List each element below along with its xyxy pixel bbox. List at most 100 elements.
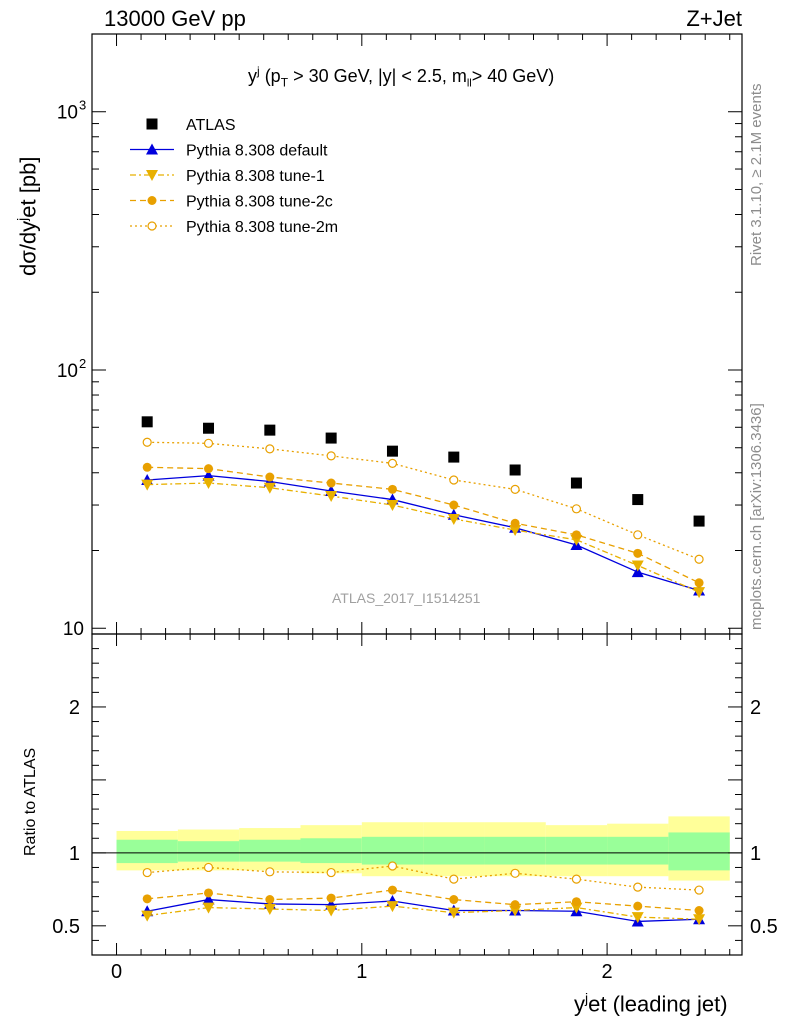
legend-marker-pythia-8-308-tune-2c — [147, 196, 157, 205]
ratio-band-inner — [545, 836, 608, 865]
ratio-point-pythia-8-308-tune-2c — [694, 905, 704, 915]
data-point-atlas — [570, 477, 582, 489]
y-tick-label: 10 — [57, 103, 78, 124]
ratio-tick-label: 1 — [69, 843, 80, 865]
ratio-point-pythia-8-308-tune-2c — [510, 900, 520, 910]
ratio-point-pythia-8-308-tune-1 — [447, 907, 460, 919]
ratio-axis-label: Ratio to ATLAS — [22, 747, 39, 856]
ratio-point-pythia-8-308-tune-2c — [265, 895, 275, 905]
data-point-pythia-8-308-tune-1 — [631, 560, 644, 572]
ratio-band-inner — [607, 836, 669, 865]
ratio-tick-label: 2 — [69, 697, 80, 719]
ratio-band-inner — [300, 838, 362, 864]
ratio-point-pythia-8-308-tune-1 — [631, 912, 644, 924]
data-point-pythia-8-308-tune-2m — [142, 437, 152, 447]
ratio-point-pythia-8-308-tune-2m — [387, 861, 398, 871]
ratio-point-pythia-8-308-tune-2c — [571, 897, 581, 907]
ratio-point-pythia-8-308-tune-2m — [326, 867, 336, 878]
ratio-point-pythia-8-308-tune-1 — [141, 910, 154, 922]
data-point-pythia-8-308-tune-2m — [633, 530, 643, 540]
ratio-point-pythia-8-308-tune-2m — [449, 874, 459, 884]
data-point-pythia-8-308-tune-2c — [265, 472, 275, 482]
ratio-point-pythia-8-308-tune-2m — [510, 868, 520, 878]
data-point-pythia-8-308-tune-2m — [510, 484, 520, 494]
legend-label-pythia-8-308-tune-2c: Pythia 8.308 tune-2c — [186, 194, 333, 211]
ratio-point-pythia-8-308-tune-1 — [570, 902, 583, 914]
legend-label-pythia-8-308-tune-2m: Pythia 8.308 tune-2m — [186, 219, 338, 236]
data-point-pythia-8-308-tune-2m — [571, 504, 582, 514]
series-line-pythia-8-308-default — [147, 474, 700, 592]
data-point-atlas — [325, 432, 337, 444]
legend-label-pythia-8-308-tune-1: Pythia 8.308 tune-1 — [186, 168, 325, 185]
ratio-point-pythia-8-308-tune-1 — [325, 905, 338, 917]
data-point-pythia-8-308-tune-1 — [386, 500, 399, 512]
ratio-point-pythia-8-308-tune-2c — [387, 885, 397, 895]
header-right: Z+Jet — [686, 6, 742, 31]
data-point-pythia-8-308-tune-2m — [694, 554, 704, 564]
data-point-pythia-8-308-tune-2c — [694, 578, 704, 588]
series-line-pythia-8-308-tune-1 — [147, 482, 700, 593]
data-point-pythia-8-308-tune-2m — [387, 458, 398, 468]
ratio-tick-label: 0.5 — [52, 916, 80, 938]
data-point-pythia-8-308-tune-1 — [141, 479, 154, 491]
legend-marker-pythia-8-308-tune-2m — [147, 221, 157, 231]
data-point-pythia-8-308-tune-2c — [387, 484, 397, 494]
series-line-pythia-8-308-tune-2c — [147, 466, 700, 584]
data-point-pythia-8-308-tune-2m — [265, 444, 275, 454]
y-tick-exponent: 3 — [79, 98, 86, 113]
y-axis-label: dσ/dyjet [pb] — [14, 156, 41, 276]
ratio-tick-label-right: 0.5 — [750, 916, 778, 938]
header-left: 13000 GeV pp — [104, 6, 246, 31]
ratio-band-inner — [239, 839, 301, 862]
ratio-panel-frame — [91, 633, 743, 956]
data-point-pythia-8-308-tune-2c — [449, 500, 459, 510]
data-point-pythia-8-308-tune-1 — [325, 491, 338, 503]
mcplots-text: mcplots.cern.ch [arXiv:1306.3436] — [748, 403, 765, 630]
data-point-atlas — [264, 424, 276, 436]
ratio-point-pythia-8-308-tune-1 — [386, 901, 399, 913]
ratio-point-pythia-8-308-tune-2c — [449, 895, 459, 905]
ratio-point-pythia-8-308-tune-2c — [326, 893, 336, 903]
ratio-point-pythia-8-308-default — [202, 893, 215, 905]
ratio-tick-label-right: 1 — [750, 843, 761, 865]
ratio-tick-label-right: 2 — [750, 697, 761, 719]
ratio-band-inner — [484, 836, 546, 865]
ratio-band-inner — [116, 839, 178, 864]
x-tick-label: 2 — [602, 961, 613, 983]
legend-marker-pythia-8-308-tune-1 — [146, 170, 158, 181]
y-tick-label: 10 — [57, 361, 78, 382]
data-point-atlas — [693, 515, 705, 527]
data-point-pythia-8-308-tune-1 — [263, 482, 276, 494]
data-point-atlas — [448, 451, 460, 463]
legend-marker-pythia-8-308-default — [146, 143, 158, 155]
ratio-line-pythia-8-308-tune-1 — [147, 905, 700, 920]
data-point-pythia-8-308-tune-1 — [447, 513, 460, 525]
x-tick-label: 0 — [111, 961, 122, 983]
data-point-pythia-8-308-default — [631, 566, 644, 578]
legend-marker-atlas — [146, 118, 158, 130]
data-point-pythia-8-308-tune-2c — [204, 464, 214, 474]
ratio-point-pythia-8-308-tune-2c — [204, 888, 214, 898]
series-line-pythia-8-308-tune-2m — [147, 441, 700, 560]
data-point-pythia-8-308-tune-2c — [633, 548, 643, 558]
ratio-line-pythia-8-308-tune-2c — [147, 889, 700, 912]
ratio-band-inner — [423, 836, 485, 865]
data-point-pythia-8-308-tune-2m — [449, 475, 459, 485]
ratio-line-pythia-8-308-default — [147, 898, 700, 923]
data-point-atlas — [386, 445, 398, 457]
y-tick-label: 10 — [63, 619, 84, 640]
data-point-pythia-8-308-tune-2m — [203, 438, 214, 448]
data-point-atlas — [509, 464, 521, 476]
data-point-pythia-8-308-tune-1 — [693, 587, 706, 599]
ratio-point-pythia-8-308-tune-1 — [693, 914, 706, 926]
legend-label-pythia-8-308-default: Pythia 8.308 default — [186, 143, 328, 160]
ratio-band-inner — [361, 836, 424, 865]
ratio-point-pythia-8-308-tune-2m — [633, 882, 643, 892]
data-point-pythia-8-308-default — [202, 469, 215, 481]
chart-title: yj (pT > 30 GeV, |y| < 2.5, mll> 40 GeV) — [248, 64, 555, 90]
ratio-point-pythia-8-308-tune-2c — [633, 901, 643, 911]
ratio-point-pythia-8-308-tune-2m — [203, 862, 214, 873]
y-tick-exponent: 2 — [79, 356, 86, 371]
ratio-band-inner — [177, 841, 240, 862]
